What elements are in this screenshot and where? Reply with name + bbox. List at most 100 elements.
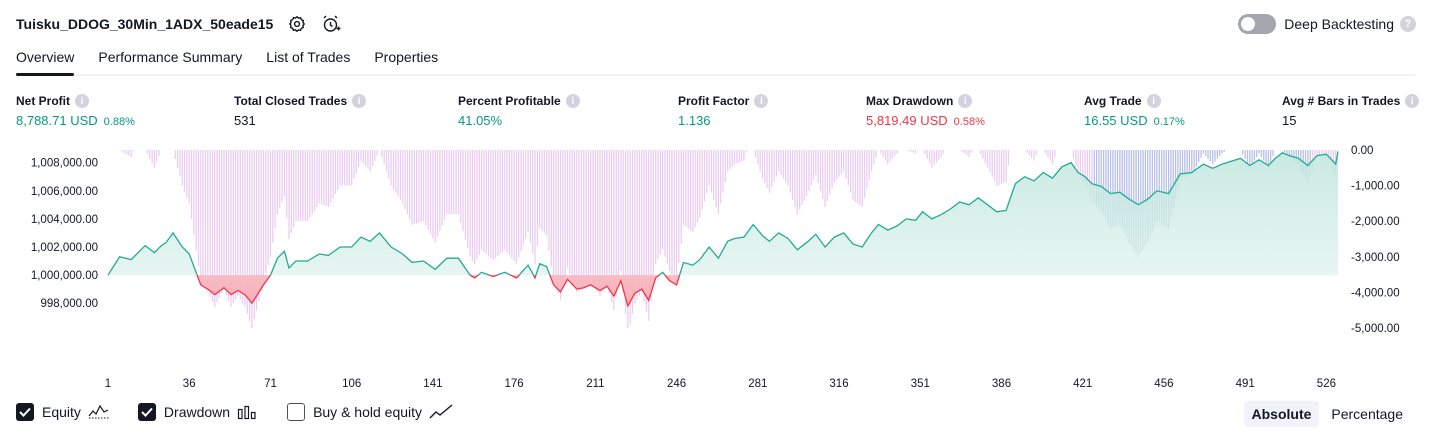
absolute-button[interactable]: Absolute — [1243, 401, 1320, 427]
drawdown-bar — [587, 150, 590, 285]
drawdown-bar — [374, 150, 376, 161]
drawdown-bar — [1188, 150, 1191, 176]
drawdown-bar — [195, 150, 197, 251]
drawdown-bar — [1290, 150, 1293, 159]
drawdown-bar — [1133, 150, 1135, 250]
drawdown-bar — [724, 150, 726, 183]
drawdown-bar — [371, 150, 374, 167]
drawdown-bar — [692, 150, 694, 232]
percentage-button[interactable]: Percentage — [1331, 406, 1403, 422]
buy-hold-checkbox[interactable] — [287, 403, 306, 421]
info-icon[interactable]: i — [1146, 94, 1161, 108]
stat-total-closed-trades: Total Closed Trades i 531 — [234, 93, 367, 128]
drawdown-bar — [1072, 150, 1075, 159]
drawdown-bar — [190, 150, 193, 220]
info-icon[interactable]: i — [565, 94, 580, 108]
legend-buy-hold[interactable]: Buy & hold equity — [287, 403, 453, 421]
drawdown-bar — [265, 150, 267, 274]
drawdown-bar — [355, 150, 357, 174]
drawdown-bar — [1135, 150, 1137, 254]
equity-tick-label: 1,000,000.00 — [31, 270, 98, 282]
drawdown-bar — [225, 150, 227, 295]
drawdown-bar — [759, 150, 761, 172]
drawdown-bar — [255, 150, 258, 311]
drawdown-bar — [297, 150, 299, 222]
drawdown-bar — [367, 150, 369, 169]
drawdown-bar — [397, 150, 399, 197]
drawdown-bar — [659, 150, 661, 255]
drawdown-bar — [541, 150, 543, 231]
equity-chart[interactable]: 1,008,000.00 1,006,000.00 1,004,000.00 1,00… — [0, 140, 1431, 398]
tab-overview[interactable]: Overview — [16, 46, 75, 76]
legend-drawdown[interactable]: Drawdown — [137, 403, 259, 421]
drawdown-bar — [153, 150, 156, 168]
drawdown-bar — [740, 150, 743, 162]
tab-performance-summary[interactable]: Performance Summary — [98, 49, 243, 65]
drawdown-bar — [543, 150, 545, 234]
drawdown-bar — [432, 150, 434, 239]
drawdown-bar — [566, 150, 569, 268]
x-tick-label: 176 — [505, 378, 524, 390]
gear-icon[interactable] — [287, 14, 307, 34]
drawdown-checkbox[interactable] — [137, 403, 156, 421]
drawdown-bar — [979, 150, 982, 155]
drawdown-bar — [713, 150, 715, 200]
drawdown-bar — [455, 150, 457, 215]
drawdown-bar — [805, 150, 808, 197]
help-icon[interactable]: ? — [1400, 16, 1416, 32]
drawdown-bar — [982, 150, 984, 159]
equity-checkbox[interactable] — [16, 403, 34, 421]
drawdown-tick-label: -3,000.00 — [1351, 252, 1400, 264]
drawdown-bar — [402, 150, 404, 204]
drawdown-bar — [1003, 150, 1005, 183]
drawdown-bar — [1300, 150, 1302, 169]
drawdown-bar — [550, 150, 552, 267]
deep-backtesting-toggle[interactable] — [1238, 14, 1277, 34]
info-icon[interactable]: i — [1405, 94, 1420, 108]
drawdown-bar — [961, 150, 963, 152]
drawdown-bar — [304, 150, 306, 222]
tab-properties[interactable]: Properties — [374, 49, 439, 65]
info-icon[interactable]: i — [352, 94, 367, 108]
drawdown-bar — [1116, 150, 1119, 226]
drawdown-bar — [1098, 150, 1100, 209]
drawdown-bar — [353, 150, 355, 180]
drawdown-bar — [228, 150, 230, 301]
drawdown-bar — [211, 150, 214, 302]
drawdown-bar — [1219, 150, 1221, 157]
drawdown-bar — [650, 150, 652, 302]
drawdown-bar — [323, 150, 325, 206]
drawdown-bar — [838, 150, 840, 177]
legend-equity-label: Equity — [42, 404, 81, 420]
drawdown-bar — [870, 150, 873, 172]
tab-list-of-trades[interactable]: List of Trades — [266, 49, 351, 65]
drawdown-bar — [894, 150, 896, 157]
drawdown-bar — [1112, 150, 1114, 228]
drawdown-bar — [743, 150, 745, 161]
info-icon[interactable]: i — [958, 94, 973, 108]
drawdown-bar — [174, 150, 176, 159]
drawdown-bar — [443, 150, 446, 220]
drawdown-bar — [764, 150, 766, 184]
drawdown-bar — [668, 150, 671, 272]
drawdown-bar — [276, 150, 279, 215]
drawdown-bar — [733, 150, 736, 165]
info-icon[interactable]: i — [75, 94, 89, 108]
drawdown-bar — [810, 150, 812, 186]
info-icon[interactable]: i — [754, 94, 769, 108]
drawdown-bar — [422, 150, 425, 222]
add-alert-icon[interactable] — [321, 14, 341, 34]
stat-value: 15 — [1282, 113, 1297, 128]
drawdown-bar — [497, 150, 499, 257]
drawdown-bar — [1082, 150, 1084, 183]
drawdown-bar — [664, 150, 666, 257]
chart-svg[interactable]: 1,008,000.00 1,006,000.00 1,004,000.00 1,00… — [0, 140, 1431, 398]
drawdown-bar — [573, 150, 576, 287]
drawdown-bar — [1251, 150, 1253, 165]
drawdown-bar — [717, 150, 719, 215]
drawdown-bar — [1205, 150, 1207, 157]
drawdown-bar — [548, 150, 550, 251]
legend-equity[interactable]: Equity — [16, 403, 110, 421]
drawdown-bar — [863, 150, 866, 199]
drawdown-bar — [861, 150, 863, 207]
